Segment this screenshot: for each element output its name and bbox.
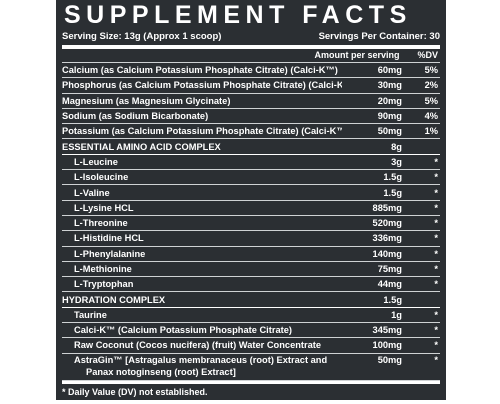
ingredient-dv: * xyxy=(434,279,438,290)
ingredient-dv: * xyxy=(434,233,438,244)
ingredient-name: L-Methionine xyxy=(74,264,132,274)
nutrient-row: Calcium (as Calcium Potassium Phosphate … xyxy=(62,63,440,79)
dv-header: %DV xyxy=(417,50,438,60)
ingredient-name: AstraGin™ [Astragalus membranaceus (root… xyxy=(62,354,342,379)
nutrient-amount: 50mg xyxy=(377,126,402,137)
bottom-divider xyxy=(62,400,440,404)
ingredient-amount: 100mg xyxy=(372,340,402,351)
ingredient-amount: 75mg xyxy=(377,264,402,274)
ingredient-amount: 1.5g xyxy=(383,172,402,183)
amino-complex-header-row: ESSENTIAL AMINO ACID COMPLEX 8g xyxy=(62,139,440,155)
ingredient-name: L-Lysine HCL xyxy=(74,202,134,213)
nutrient-dv: 1% xyxy=(424,126,438,137)
hydration-complex-title: HYDRATION COMPLEX xyxy=(62,294,166,305)
nutrient-amount: 90mg xyxy=(377,111,402,122)
nutrient-amount: 30mg xyxy=(377,80,402,91)
nutrient-name: Sodium (as Sodium Bicarbonate) xyxy=(62,111,209,122)
ingredient-amount: 50mg xyxy=(377,354,402,365)
nutrient-name: Magnesium (as Magnesium Glycinate) xyxy=(62,95,231,106)
ingredient-row: L-Leucine 3g * xyxy=(62,155,440,171)
ingredient-row: L-Isoleucine 1.5g * xyxy=(62,170,440,186)
nutrient-row: Magnesium (as Magnesium Glycinate) 20mg … xyxy=(62,94,440,109)
nutrient-dv: 4% xyxy=(424,111,438,122)
ingredient-row: L-Tryptophan 44mg * xyxy=(62,277,440,293)
ingredient-dv: * xyxy=(434,325,438,336)
ingredient-name: L-Isoleucine xyxy=(74,172,129,183)
ingredient-amount: 520mg xyxy=(372,218,402,229)
amino-complex-amount: 8g xyxy=(391,141,402,152)
ingredient-amount: 885mg xyxy=(372,202,402,213)
hydration-complex-header-row: HYDRATION COMPLEX 1.5g xyxy=(62,292,440,308)
ingredient-row: L-Valine 1.5g * xyxy=(62,185,440,201)
nutrient-dv: 5% xyxy=(424,95,438,106)
ingredient-amount: 345mg xyxy=(372,325,402,336)
nutrient-amount: 20mg xyxy=(377,95,402,106)
nutrient-dv: 5% xyxy=(424,65,438,76)
ingredient-row: L-Histidine HCL 336mg * xyxy=(62,231,440,247)
ingredient-dv: * xyxy=(434,202,438,213)
servings-per-container: Servings Per Container: 30 xyxy=(318,31,440,42)
nutrient-row: Potassium (as Calcium Potassium Phosphat… xyxy=(62,124,440,140)
ingredient-name: L-Leucine xyxy=(74,156,118,167)
ingredient-amount: 3g xyxy=(391,156,402,167)
ingredient-row: Raw Coconut (Cocos nucifera) (fruit) Wat… xyxy=(62,338,440,354)
nutrient-name: Phosphorus (as Calcium Potassium Phospha… xyxy=(62,80,342,91)
ingredient-row: Taurine 1g * xyxy=(62,308,440,324)
serving-info: Serving Size: 13g (Approx 1 scoop) Servi… xyxy=(62,30,440,44)
nutrient-name: Calcium (as Calcium Potassium Phosphate … xyxy=(62,65,338,76)
ingredient-row: AstraGin™ [Astragalus membranaceus (root… xyxy=(62,354,440,381)
label-title: SUPPLEMENT FACTS xyxy=(64,1,412,29)
ingredient-amount: 44mg xyxy=(377,279,402,290)
nutrient-name: Potassium (as Calcium Potassium Phosphat… xyxy=(62,126,342,137)
ingredient-name: Calci-K™ (Calcium Potassium Phosphate Ci… xyxy=(74,325,293,336)
nutrient-row: Phosphorus (as Calcium Potassium Phospha… xyxy=(62,78,440,94)
ingredient-dv: * xyxy=(434,156,438,167)
ingredient-dv: * xyxy=(434,248,438,259)
ingredient-dv: * xyxy=(434,354,438,365)
ingredient-dv: * xyxy=(434,264,438,274)
ingredient-name: L-Tryptophan xyxy=(74,279,134,290)
ingredient-name: L-Phenylalanine xyxy=(74,248,146,259)
ingredient-name: L-Threonine xyxy=(74,218,128,229)
footnote-divider xyxy=(62,380,440,384)
ingredient-dv: * xyxy=(434,309,438,320)
nutrient-amount: 60mg xyxy=(377,65,402,76)
ingredient-dv: * xyxy=(434,340,438,351)
ingredient-name: Raw Coconut (Cocos nucifera) (fruit) Wat… xyxy=(74,340,322,351)
ingredient-row: L-Phenylalanine 140mg * xyxy=(62,247,440,262)
ingredient-name: L-Valine xyxy=(74,187,110,198)
ingredient-dv: * xyxy=(434,218,438,229)
nutrient-dv: 2% xyxy=(424,80,438,91)
ingredient-amount: 336mg xyxy=(372,233,402,244)
ingredient-name: L-Histidine HCL xyxy=(74,233,144,244)
ingredient-row: L-Lysine HCL 885mg * xyxy=(62,201,440,216)
top-divider xyxy=(62,45,440,49)
serving-size: Serving Size: 13g (Approx 1 scoop) xyxy=(62,31,222,42)
astragin-line-1: AstraGin™ [Astragalus membranaceus (root… xyxy=(74,354,328,365)
ingredient-dv: * xyxy=(434,172,438,183)
ingredient-amount: 140mg xyxy=(372,248,402,259)
ingredient-amount: 1g xyxy=(391,309,402,320)
nutrient-row: Sodium (as Sodium Bicarbonate) 90mg 4% xyxy=(62,109,440,125)
ingredient-amount: 1.5g xyxy=(383,187,402,198)
ingredient-row: L-Threonine 520mg * xyxy=(62,216,440,232)
amount-header: Amount per serving xyxy=(314,50,400,60)
amino-complex-title: ESSENTIAL AMINO ACID COMPLEX xyxy=(62,141,221,152)
hydration-complex-amount: 1.5g xyxy=(383,294,402,305)
ingredient-name: Taurine xyxy=(74,309,107,320)
astragin-line-2: Panax notoginseng (root) Extract] xyxy=(86,367,236,378)
supplement-facts-panel: SUPPLEMENT FACTS Serving Size: 13g (Appr… xyxy=(56,0,446,404)
ingredient-dv: * xyxy=(434,187,438,198)
amount-header-row: Amount per serving %DV xyxy=(62,49,440,63)
ingredient-row: L-Methionine 75mg * xyxy=(62,262,440,278)
ingredient-row: Calci-K™ (Calcium Potassium Phosphate Ci… xyxy=(62,323,440,339)
footnote: * Daily Value (DV) not established. xyxy=(62,386,208,397)
